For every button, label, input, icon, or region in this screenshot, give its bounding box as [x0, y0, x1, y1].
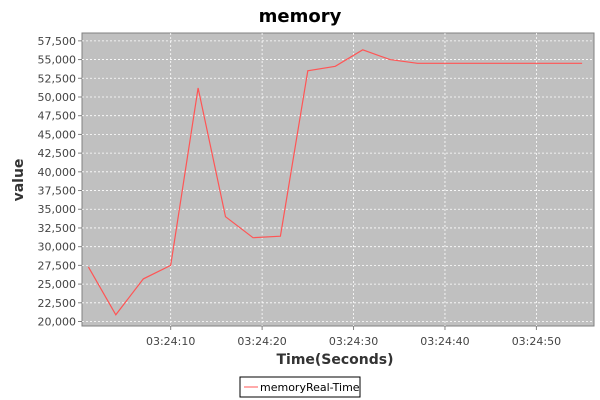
- grid-lines: [82, 33, 594, 326]
- y-tick-label: 57,500: [38, 35, 77, 48]
- x-tick-label: 03:24:40: [420, 335, 469, 348]
- y-tick-label: 32,500: [38, 222, 77, 235]
- y-tick-label: 42,500: [38, 147, 77, 160]
- y-tick-label: 55,000: [38, 54, 77, 67]
- y-tick-label: 27,500: [38, 259, 77, 272]
- y-tick-label: 35,000: [38, 203, 77, 216]
- y-tick-label: 47,500: [38, 110, 77, 123]
- y-tick-label: 30,000: [38, 241, 77, 254]
- y-tick-label: 37,500: [38, 185, 77, 198]
- x-axis-ticks: 03:24:10 03:24:20 03:24:30 03:24:40 03:24:50: [146, 326, 561, 348]
- x-tick-label: 03:24:50: [512, 335, 561, 348]
- x-tick-label: 03:24:10: [146, 335, 195, 348]
- y-tick-label: 40,000: [38, 166, 77, 179]
- legend: memoryReal-Time: [239, 376, 361, 398]
- plot-area: [81, 32, 595, 327]
- x-tick-label: 03:24:20: [237, 335, 286, 348]
- y-tick-label: 22,500: [38, 297, 77, 310]
- y-axis-label: value: [11, 159, 27, 202]
- legend-label: memoryReal-Time: [260, 381, 360, 394]
- y-tick-label: 25,000: [38, 278, 77, 291]
- y-tick-label: 45,000: [38, 128, 77, 141]
- legend-box: [239, 376, 361, 398]
- x-axis-label: Time(Seconds): [276, 352, 393, 368]
- y-axis-ticks: 20,000 22,500 25,000 27,500 30,000 32,500 35,0…: [38, 35, 82, 329]
- chart-title: memory: [259, 6, 342, 27]
- series-line-memory-real-time: [87, 49, 583, 316]
- x-tick-label: 03:24:30: [329, 335, 378, 348]
- y-tick-label: 20,000: [38, 316, 77, 329]
- y-tick-label: 50,000: [38, 91, 77, 104]
- series-lines: [87, 49, 583, 316]
- y-tick-label: 52,500: [38, 72, 77, 85]
